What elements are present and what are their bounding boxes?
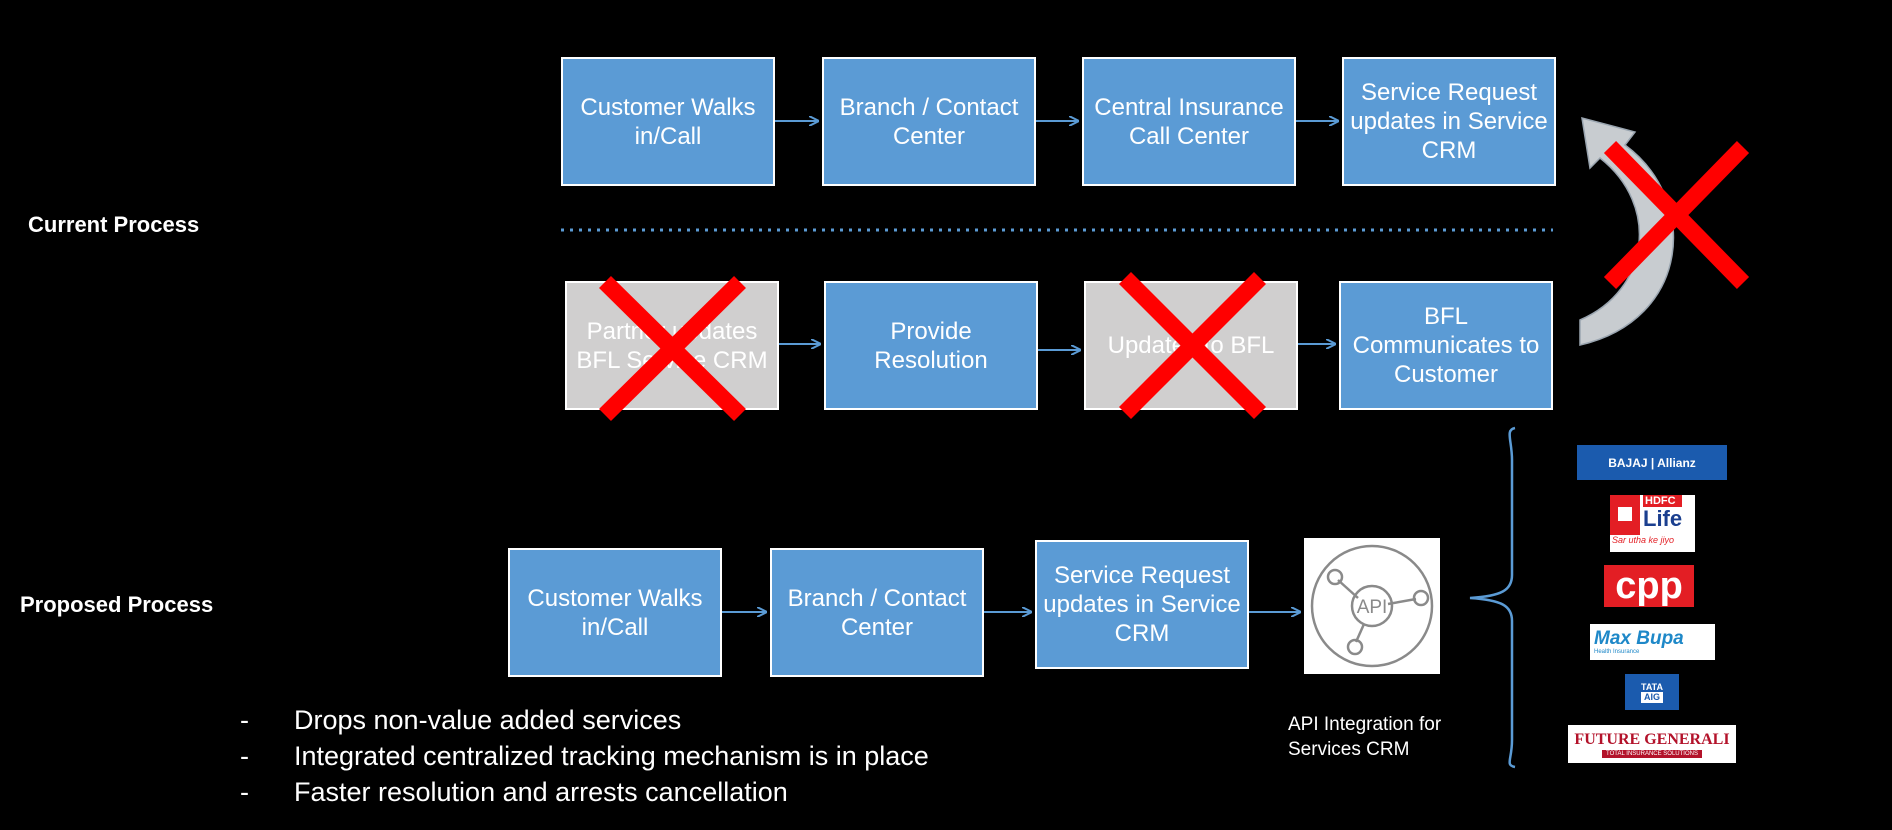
- current-step-provide-resolution: Provide Resolution: [824, 281, 1038, 410]
- proposed-process-label: Proposed Process: [20, 592, 214, 617]
- logo-hdfc-life: HDFC Life Sar utha ke jiyo: [1610, 495, 1695, 552]
- logo-hdfc-bottom: Life: [1643, 506, 1683, 531]
- proposed-step-customer-walks-in: Customer Walks in/Call: [508, 548, 722, 677]
- logo-maxbupa-text: Max Bupa: [1594, 628, 1684, 649]
- current-step-customer-walks-in: Customer Walks in/Call: [561, 57, 775, 186]
- current-step-branch-contact-center: Branch / Contact Center: [822, 57, 1036, 186]
- insurer-bracket: [1469, 426, 1516, 769]
- logo-future-sub: TOTAL INSURANCE SOLUTIONS: [1602, 750, 1702, 758]
- api-integration-caption: API Integration for Services CRM: [1288, 714, 1442, 760]
- proposed-step-service-request-updates: Service Request updates in Service CRM: [1035, 540, 1249, 669]
- red-cross-return-loop: [1603, 141, 1750, 289]
- benefits-list: - Drops non-value added services - Integ…: [240, 702, 929, 810]
- list-item: - Integrated centralized tracking mechan…: [240, 738, 929, 774]
- logo-max-bupa: Max Bupa Health Insurance: [1590, 624, 1715, 660]
- current-step-central-insurance-call-center: Central Insurance Call Center: [1082, 57, 1296, 186]
- logo-hdfc-top: HDFC: [1643, 495, 1683, 507]
- logo-future-generali: FUTURE GENERALI TOTAL INSURANCE SOLUTION…: [1568, 725, 1736, 763]
- current-process-label: Current Process: [28, 212, 200, 237]
- api-integration-box: API: [1304, 538, 1440, 674]
- red-cross-updates-to-bfl: [1118, 271, 1267, 420]
- logo-hdfc-tagline: Sar utha ke jiyo: [1612, 535, 1675, 545]
- bullet-marker: -: [240, 705, 249, 735]
- list-item: - Faster resolution and arrests cancella…: [240, 774, 929, 810]
- api-icon: API: [1310, 544, 1434, 668]
- current-step-bfl-communicates: BFL Communicates to Customer: [1339, 281, 1553, 410]
- logo-cpp: cpp: [1604, 565, 1694, 607]
- red-cross-partner-updates: [599, 275, 746, 422]
- api-icon-text: API: [1357, 597, 1388, 618]
- current-step-service-request-updates: Service Request updates in Service CRM: [1342, 57, 1556, 186]
- logo-maxbupa-sub: Health Insurance: [1594, 649, 1640, 655]
- logo-future-text: FUTURE GENERALI: [1574, 731, 1730, 748]
- logo-bajaj-allianz: BAJAJ | Allianz: [1577, 445, 1727, 480]
- list-item: - Drops non-value added services: [240, 702, 929, 738]
- bullet-marker: -: [240, 777, 249, 807]
- logo-tata-bottom: AIG: [1640, 691, 1663, 703]
- bullet-text: Drops non-value added services: [294, 705, 682, 735]
- proposed-step-branch-contact-center: Branch / Contact Center: [770, 548, 984, 677]
- bullet-text: Integrated centralized tracking mechanis…: [294, 741, 929, 771]
- logo-cpp-text: cpp: [1615, 565, 1683, 607]
- bullet-marker: -: [240, 741, 249, 771]
- logo-tata-top: TATA: [1641, 681, 1663, 692]
- logo-bajaj-text: BAJAJ | Allianz: [1608, 455, 1696, 470]
- bullet-text: Faster resolution and arrests cancellati…: [294, 777, 788, 807]
- logo-tata-aig: TATA AIG: [1625, 674, 1679, 710]
